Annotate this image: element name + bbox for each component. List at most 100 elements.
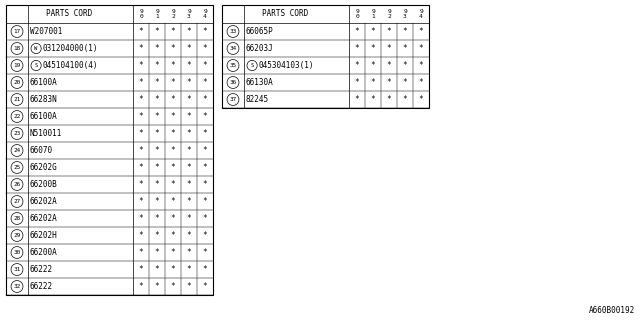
Circle shape xyxy=(11,196,23,207)
Text: S: S xyxy=(250,63,253,68)
Text: *: * xyxy=(171,44,175,53)
Text: *: * xyxy=(155,78,159,87)
Text: 66130A: 66130A xyxy=(246,78,274,87)
Text: *: * xyxy=(419,95,423,104)
Circle shape xyxy=(227,26,239,37)
Text: *: * xyxy=(139,95,143,104)
Text: *: * xyxy=(387,27,391,36)
Text: 20: 20 xyxy=(13,80,20,85)
Text: 9
3: 9 3 xyxy=(187,9,191,19)
Text: *: * xyxy=(171,180,175,189)
Text: *: * xyxy=(139,44,143,53)
Circle shape xyxy=(31,44,41,53)
Text: *: * xyxy=(139,129,143,138)
Text: *: * xyxy=(355,61,359,70)
Circle shape xyxy=(11,128,23,140)
Text: *: * xyxy=(171,248,175,257)
Circle shape xyxy=(31,60,41,71)
Text: *: * xyxy=(203,180,207,189)
Text: *: * xyxy=(155,112,159,121)
Text: 031204000(1): 031204000(1) xyxy=(42,44,98,53)
Circle shape xyxy=(11,179,23,190)
Text: *: * xyxy=(387,95,391,104)
Text: 19: 19 xyxy=(13,63,20,68)
Text: *: * xyxy=(155,61,159,70)
Text: *: * xyxy=(187,129,191,138)
Text: *: * xyxy=(171,146,175,155)
Text: *: * xyxy=(139,27,143,36)
Circle shape xyxy=(227,43,239,54)
Text: *: * xyxy=(139,163,143,172)
Text: *: * xyxy=(187,112,191,121)
Text: *: * xyxy=(371,44,375,53)
Text: *: * xyxy=(139,78,143,87)
Text: *: * xyxy=(371,78,375,87)
Text: *: * xyxy=(203,129,207,138)
Text: *: * xyxy=(419,78,423,87)
Bar xyxy=(222,5,429,108)
Circle shape xyxy=(11,26,23,37)
Text: 24: 24 xyxy=(13,148,20,153)
Text: 35: 35 xyxy=(229,63,237,68)
Text: *: * xyxy=(171,27,175,36)
Text: 66200B: 66200B xyxy=(30,180,58,189)
Text: *: * xyxy=(155,27,159,36)
Text: 9
1: 9 1 xyxy=(371,9,375,19)
Text: *: * xyxy=(139,265,143,274)
Text: *: * xyxy=(171,197,175,206)
Text: *: * xyxy=(355,27,359,36)
Circle shape xyxy=(11,264,23,276)
Text: 28: 28 xyxy=(13,216,20,221)
Text: *: * xyxy=(155,197,159,206)
Text: 66222: 66222 xyxy=(30,265,53,274)
Text: *: * xyxy=(155,180,159,189)
Text: *: * xyxy=(139,282,143,291)
Text: *: * xyxy=(203,95,207,104)
Text: 33: 33 xyxy=(229,29,237,34)
Text: *: * xyxy=(203,282,207,291)
Text: *: * xyxy=(155,95,159,104)
Text: *: * xyxy=(187,163,191,172)
Text: *: * xyxy=(171,61,175,70)
Circle shape xyxy=(11,76,23,88)
Circle shape xyxy=(11,110,23,123)
Text: 18: 18 xyxy=(13,46,20,51)
Text: 29: 29 xyxy=(13,233,20,238)
Text: *: * xyxy=(403,27,407,36)
Text: *: * xyxy=(203,265,207,274)
Text: 32: 32 xyxy=(13,284,20,289)
Text: 66222: 66222 xyxy=(30,282,53,291)
Text: *: * xyxy=(139,197,143,206)
Circle shape xyxy=(11,246,23,259)
Text: 9
4: 9 4 xyxy=(419,9,423,19)
Text: *: * xyxy=(171,95,175,104)
Text: *: * xyxy=(403,95,407,104)
Text: *: * xyxy=(203,214,207,223)
Text: W207001: W207001 xyxy=(30,27,62,36)
Text: 31: 31 xyxy=(13,267,20,272)
Text: 045104100(4): 045104100(4) xyxy=(42,61,98,70)
Text: 045304103(1): 045304103(1) xyxy=(258,61,314,70)
Text: *: * xyxy=(139,248,143,257)
Text: *: * xyxy=(371,27,375,36)
Text: 22: 22 xyxy=(13,114,20,119)
Circle shape xyxy=(11,162,23,173)
Text: *: * xyxy=(371,95,375,104)
Text: *: * xyxy=(171,129,175,138)
Text: *: * xyxy=(187,265,191,274)
Text: *: * xyxy=(139,180,143,189)
Text: *: * xyxy=(203,61,207,70)
Text: 66202G: 66202G xyxy=(30,163,58,172)
Text: *: * xyxy=(155,282,159,291)
Text: *: * xyxy=(187,197,191,206)
Text: 66203J: 66203J xyxy=(246,44,274,53)
Text: *: * xyxy=(203,44,207,53)
Text: 66283N: 66283N xyxy=(30,95,58,104)
Text: 66202A: 66202A xyxy=(30,197,58,206)
Text: *: * xyxy=(203,197,207,206)
Circle shape xyxy=(247,60,257,71)
Text: N510011: N510011 xyxy=(30,129,62,138)
Text: *: * xyxy=(171,265,175,274)
Text: *: * xyxy=(203,248,207,257)
Text: 82245: 82245 xyxy=(246,95,269,104)
